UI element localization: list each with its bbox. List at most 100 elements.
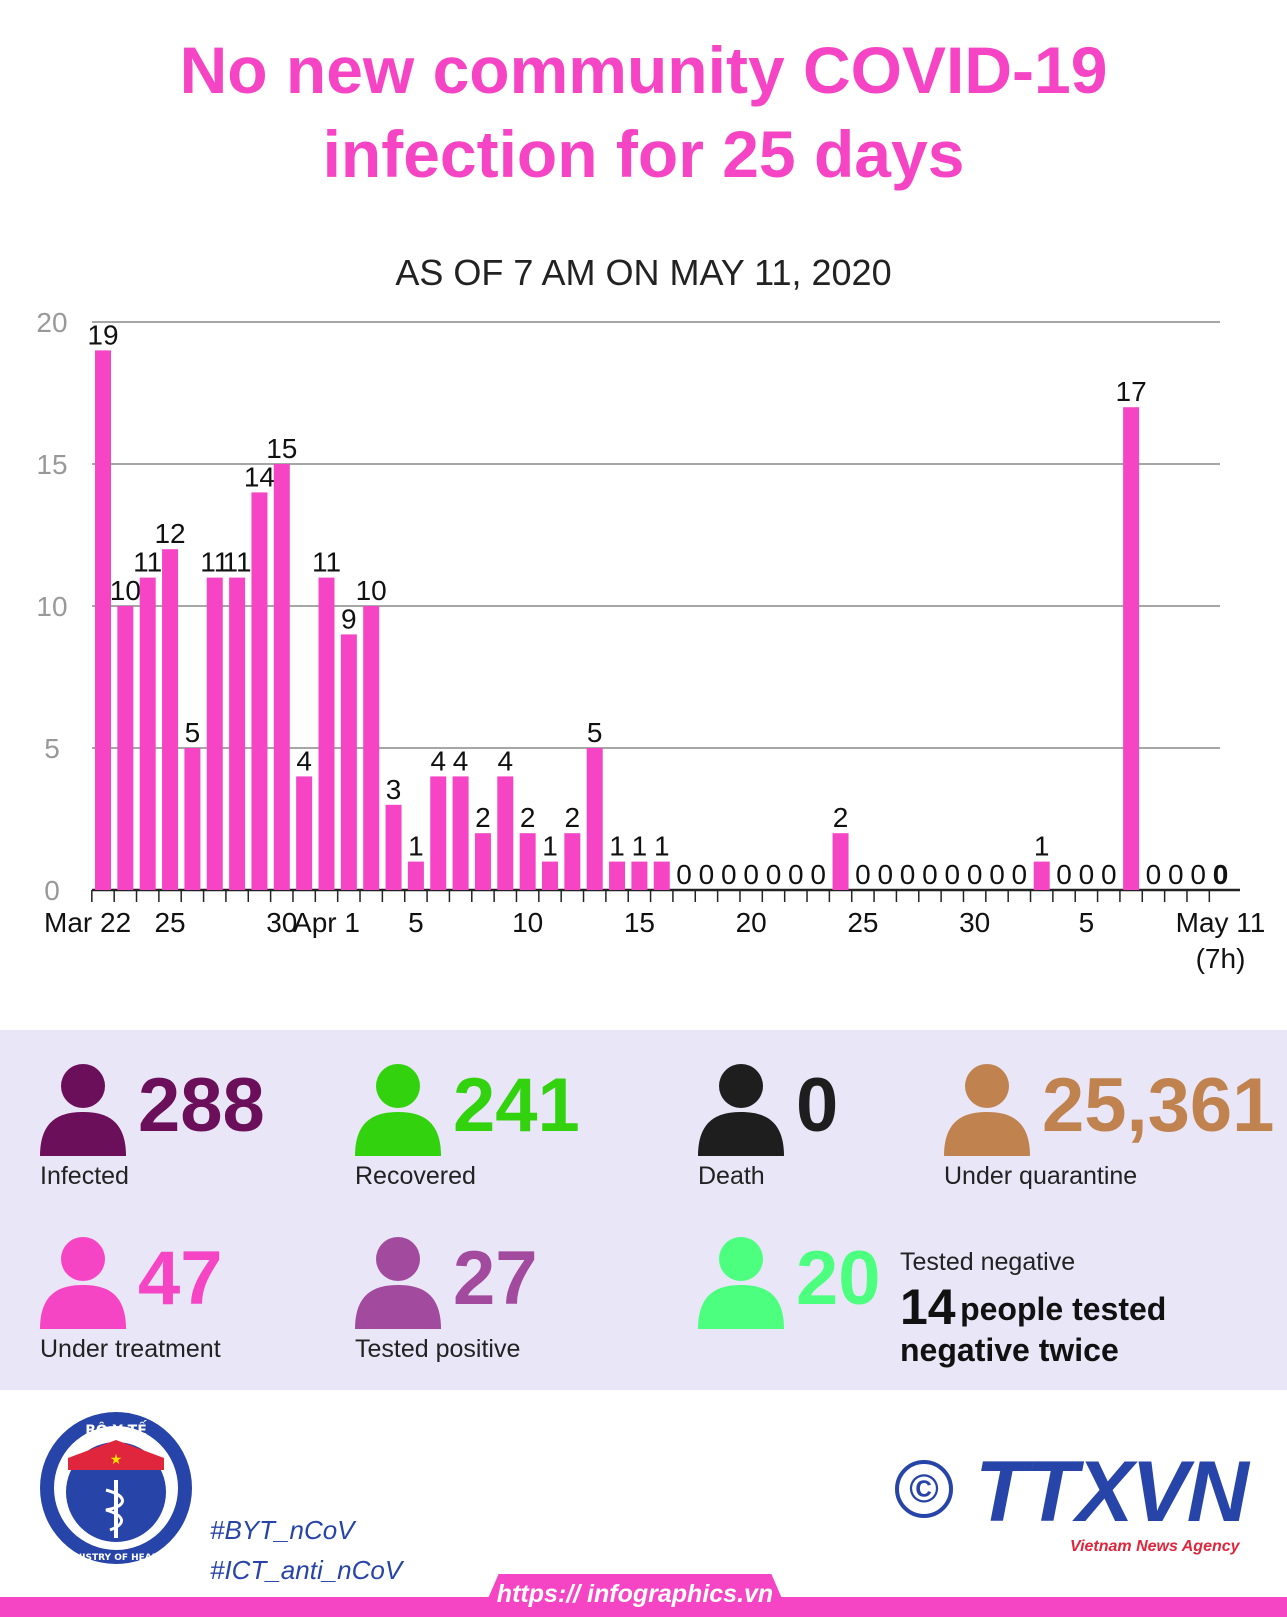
x-tick-label: 25 (154, 907, 185, 938)
data-label: 0 (855, 859, 871, 890)
x-tick-label: 5 (1079, 907, 1095, 938)
data-label: 5 (185, 717, 201, 748)
data-label: 12 (154, 518, 185, 549)
negative-count: 20 (796, 1236, 881, 1321)
bar (474, 833, 491, 890)
bar (564, 833, 581, 890)
bar (586, 748, 603, 890)
data-label: 2 (833, 802, 849, 833)
data-label: 3 (386, 774, 402, 805)
bar (1033, 861, 1050, 890)
data-label: 10 (356, 575, 387, 606)
data-label: 0 (945, 859, 961, 890)
data-label: 0 (1079, 859, 1095, 890)
person-icon (944, 1064, 1030, 1156)
bar (363, 606, 380, 890)
site-url-link[interactable]: https:// infographics.vn (496, 1580, 774, 1608)
bar (832, 833, 849, 890)
hashtag-ict[interactable]: #ICT_anti_nCoV (210, 1555, 403, 1585)
bar (340, 634, 357, 890)
data-label: 0 (721, 859, 737, 890)
person-icon (698, 1237, 784, 1329)
data-label: 1 (542, 831, 558, 862)
data-label: 0 (989, 859, 1005, 890)
x-tick-label: 5 (408, 907, 424, 938)
y-tick-label: 15 (36, 449, 67, 480)
person-icon (698, 1064, 784, 1156)
negative-twice-text: people tested negative twice (900, 1291, 1167, 1368)
negative-twice: 14 people tested negative twice (900, 1282, 1230, 1374)
stats-panel: 288 Infected 241 Recovered 0 Death 25,36… (0, 1030, 1287, 1390)
data-label: 9 (341, 603, 357, 634)
data-label: 19 (87, 319, 118, 350)
quarantine-label: Under quarantine (944, 1162, 1138, 1190)
data-label: 10 (110, 575, 141, 606)
y-tick-label: 10 (36, 591, 67, 622)
bar (251, 492, 268, 890)
data-label: 5 (587, 717, 603, 748)
positive-label: Tested positive (355, 1335, 521, 1363)
bar (542, 861, 558, 890)
data-label: 1 (609, 831, 625, 862)
data-label: 0 (699, 859, 715, 890)
copyright-icon: © (895, 1460, 953, 1518)
x-tick-label: 30 (266, 907, 297, 938)
url-tab (480, 1574, 790, 1617)
treatment-count: 47 (138, 1236, 223, 1321)
bar (519, 833, 536, 890)
logo-top-text: BỘ Y TẾ (85, 1420, 147, 1439)
data-label: 0 (900, 859, 916, 890)
bar (95, 350, 111, 890)
x-tick-label: 20 (736, 907, 767, 938)
data-label: 2 (475, 802, 491, 833)
bar (609, 861, 626, 890)
bar (273, 464, 290, 890)
recovered-count: 241 (453, 1063, 580, 1148)
logo-bottom-text: MINISTRY OF HEALTH (62, 1553, 169, 1563)
y-tick-label: 20 (36, 307, 67, 338)
bar (497, 776, 514, 890)
person-icon (355, 1237, 441, 1329)
data-label: 0 (676, 859, 692, 890)
x-tick-label: 15 (624, 907, 655, 938)
bar (653, 861, 670, 890)
person-icon (355, 1064, 441, 1156)
death-label: Death (698, 1162, 765, 1190)
data-label: 0 (1168, 859, 1184, 890)
x-tick-label-suffix: (7h) (1196, 943, 1246, 974)
data-label: 1 (1034, 831, 1050, 862)
negative-twice-count: 14 (900, 1279, 956, 1335)
data-label: 0 (1012, 859, 1028, 890)
bar (162, 549, 179, 890)
quarantine-count: 25,361 (1042, 1063, 1275, 1148)
treatment-label: Under treatment (40, 1335, 221, 1363)
data-label: 1 (654, 831, 670, 862)
ttxvn-subtitle: Vietnam News Agency (1070, 1538, 1240, 1555)
data-label: 0 (743, 859, 759, 890)
data-label: 0 (877, 859, 893, 890)
y-tick-label: 0 (44, 875, 60, 906)
infected-count: 288 (138, 1063, 265, 1148)
bar (430, 776, 447, 890)
data-label: 0 (922, 859, 938, 890)
bar (206, 577, 223, 890)
x-tick-label: Mar 22 (44, 907, 131, 938)
data-label: 11 (133, 547, 162, 578)
page-title: No new community COVID-19 infection for … (0, 28, 1287, 196)
chart-subtitle: AS OF 7 AM ON MAY 11, 2020 (395, 252, 892, 293)
x-tick-label: Apr 1 (293, 907, 360, 938)
data-label: 4 (296, 745, 312, 776)
hashtags: #BYT_nCoV #ICT_anti_nCoV (210, 1510, 402, 1590)
data-label: 4 (498, 745, 514, 776)
bar (117, 606, 134, 890)
bar (407, 861, 424, 890)
data-label: 0 (1190, 859, 1206, 890)
data-label: 11 (223, 547, 252, 578)
data-label: 0 (766, 859, 782, 890)
data-label: 2 (565, 802, 581, 833)
hashtag-byt[interactable]: #BYT_nCoV (210, 1515, 355, 1545)
infected-label: Infected (40, 1162, 129, 1190)
data-label: 0 (810, 859, 826, 890)
recovered-label: Recovered (355, 1162, 476, 1190)
